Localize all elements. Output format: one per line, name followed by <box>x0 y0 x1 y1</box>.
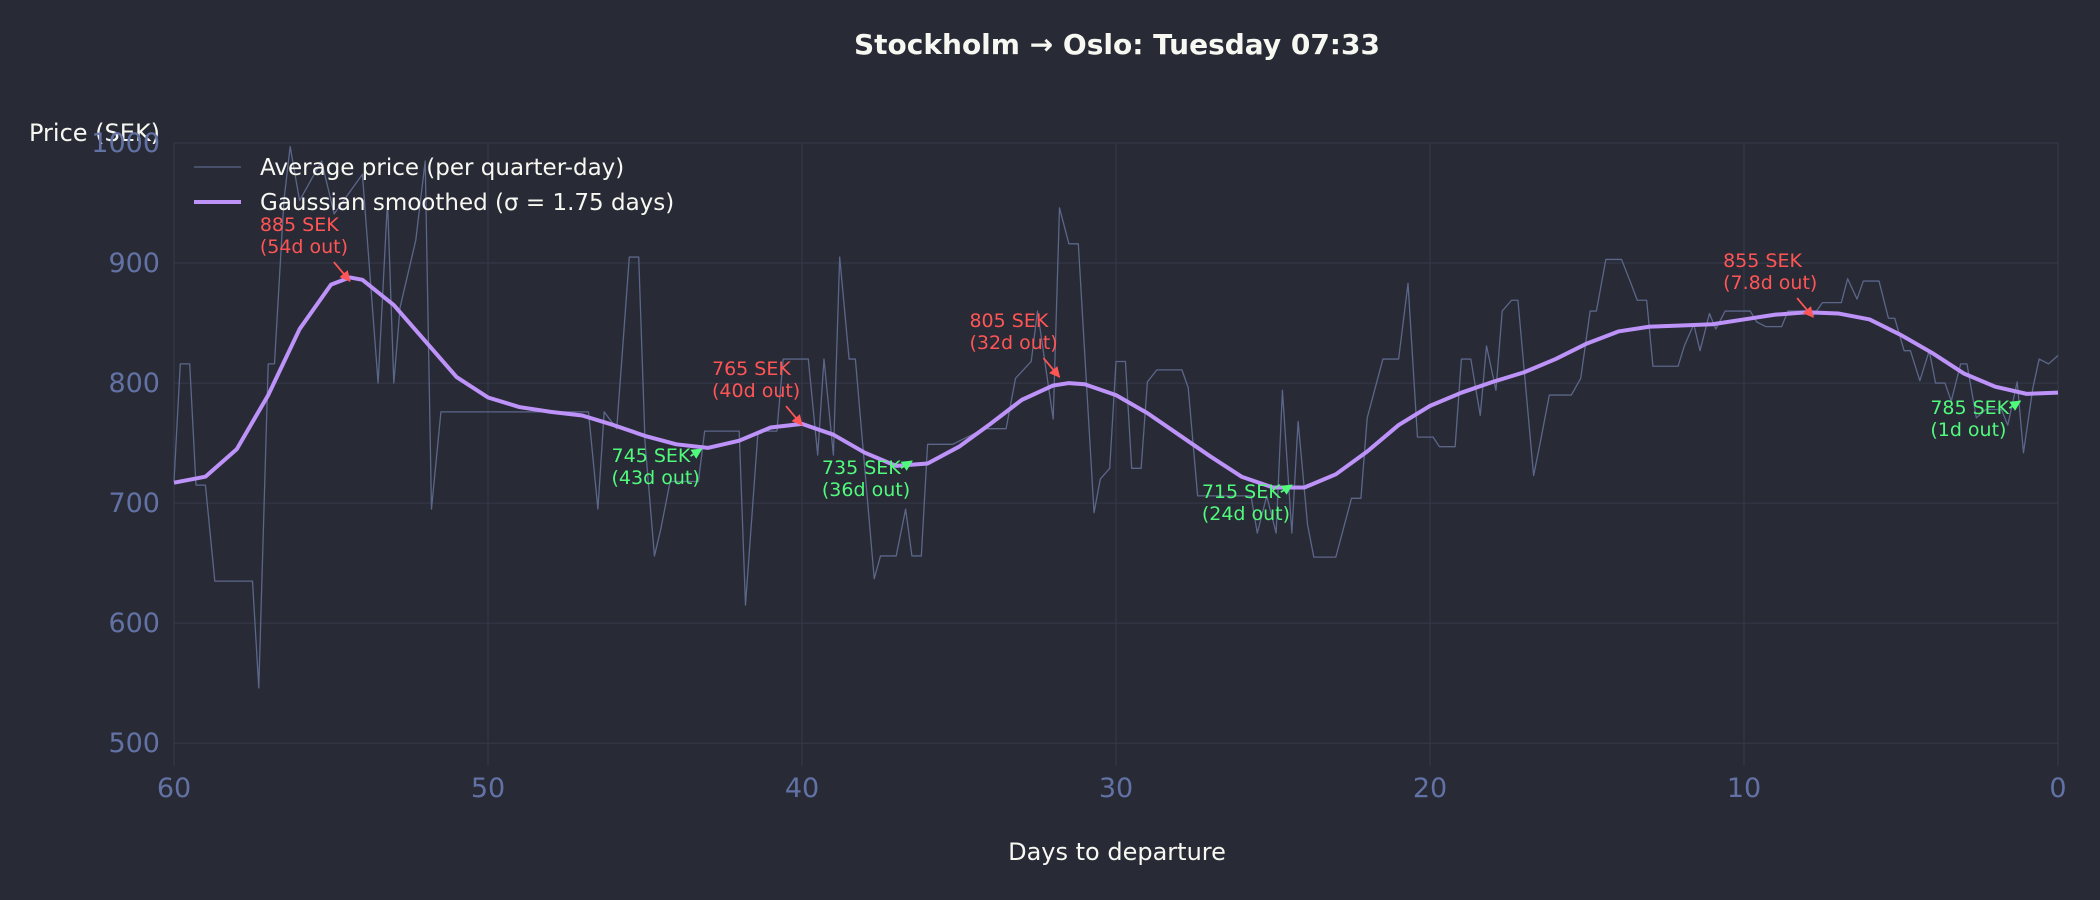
chart-title: Stockholm → Oslo: Tuesday 07:33 <box>854 28 1380 61</box>
x-axis-label: Days to departure <box>1008 838 1226 866</box>
legend-label: Gaussian smoothed (σ = 1.75 days) <box>260 190 674 216</box>
annotation-text: (36d out) <box>822 479 910 501</box>
x-tick-label: 40 <box>785 773 819 804</box>
y-tick-label: 1000 <box>91 128 160 159</box>
annotation-text: 885 SEK <box>260 214 339 236</box>
x-tick-label: 30 <box>1099 773 1133 804</box>
annotation-arrow <box>1796 297 1814 318</box>
x-tick-label: 20 <box>1413 773 1447 804</box>
annotation-arrow <box>1042 357 1061 378</box>
legend-label: Average price (per quarter-day) <box>260 155 624 181</box>
series-line <box>173 275 2059 490</box>
annotation-text: 765 SEK <box>712 358 791 380</box>
annotation-text: 745 SEK <box>612 445 691 467</box>
annotation-arrow <box>690 448 703 459</box>
annotation-arrow <box>785 405 803 426</box>
x-tick-label: 60 <box>157 773 191 804</box>
y-tick-label: 600 <box>108 608 160 639</box>
y-tick-label: 500 <box>108 728 160 759</box>
annotation-arrow <box>333 261 351 282</box>
annotation-text: 735 SEK <box>822 457 901 479</box>
annotation-text: (1d out) <box>1930 419 2006 441</box>
annotation-arrow <box>900 460 913 471</box>
y-tick-label: 900 <box>108 248 160 279</box>
annotation-text: (43d out) <box>612 467 700 489</box>
annotation-text: (54d out) <box>260 236 348 258</box>
annotation-text: (24d out) <box>1202 503 1290 525</box>
annotation-arrow <box>1280 484 1293 495</box>
annotation-text: 855 SEK <box>1723 250 1802 272</box>
annotation-text: (32d out) <box>969 332 1057 354</box>
annotation-text: 805 SEK <box>969 310 1048 332</box>
series-line <box>173 145 2059 689</box>
x-tick-label: 0 <box>2049 773 2066 804</box>
annotation-text: 715 SEK <box>1202 481 1281 503</box>
annotation-text: (7.8d out) <box>1723 272 1817 294</box>
y-tick-label: 800 <box>108 368 160 399</box>
annotation-arrow <box>2008 400 2022 411</box>
annotation-text: 785 SEK <box>1930 397 2009 419</box>
x-tick-label: 10 <box>1727 773 1761 804</box>
annotation-text: (40d out) <box>712 380 800 402</box>
y-axis-label: Price (SEK) <box>29 119 160 147</box>
y-tick-label: 700 <box>108 488 160 519</box>
x-tick-label: 50 <box>471 773 505 804</box>
